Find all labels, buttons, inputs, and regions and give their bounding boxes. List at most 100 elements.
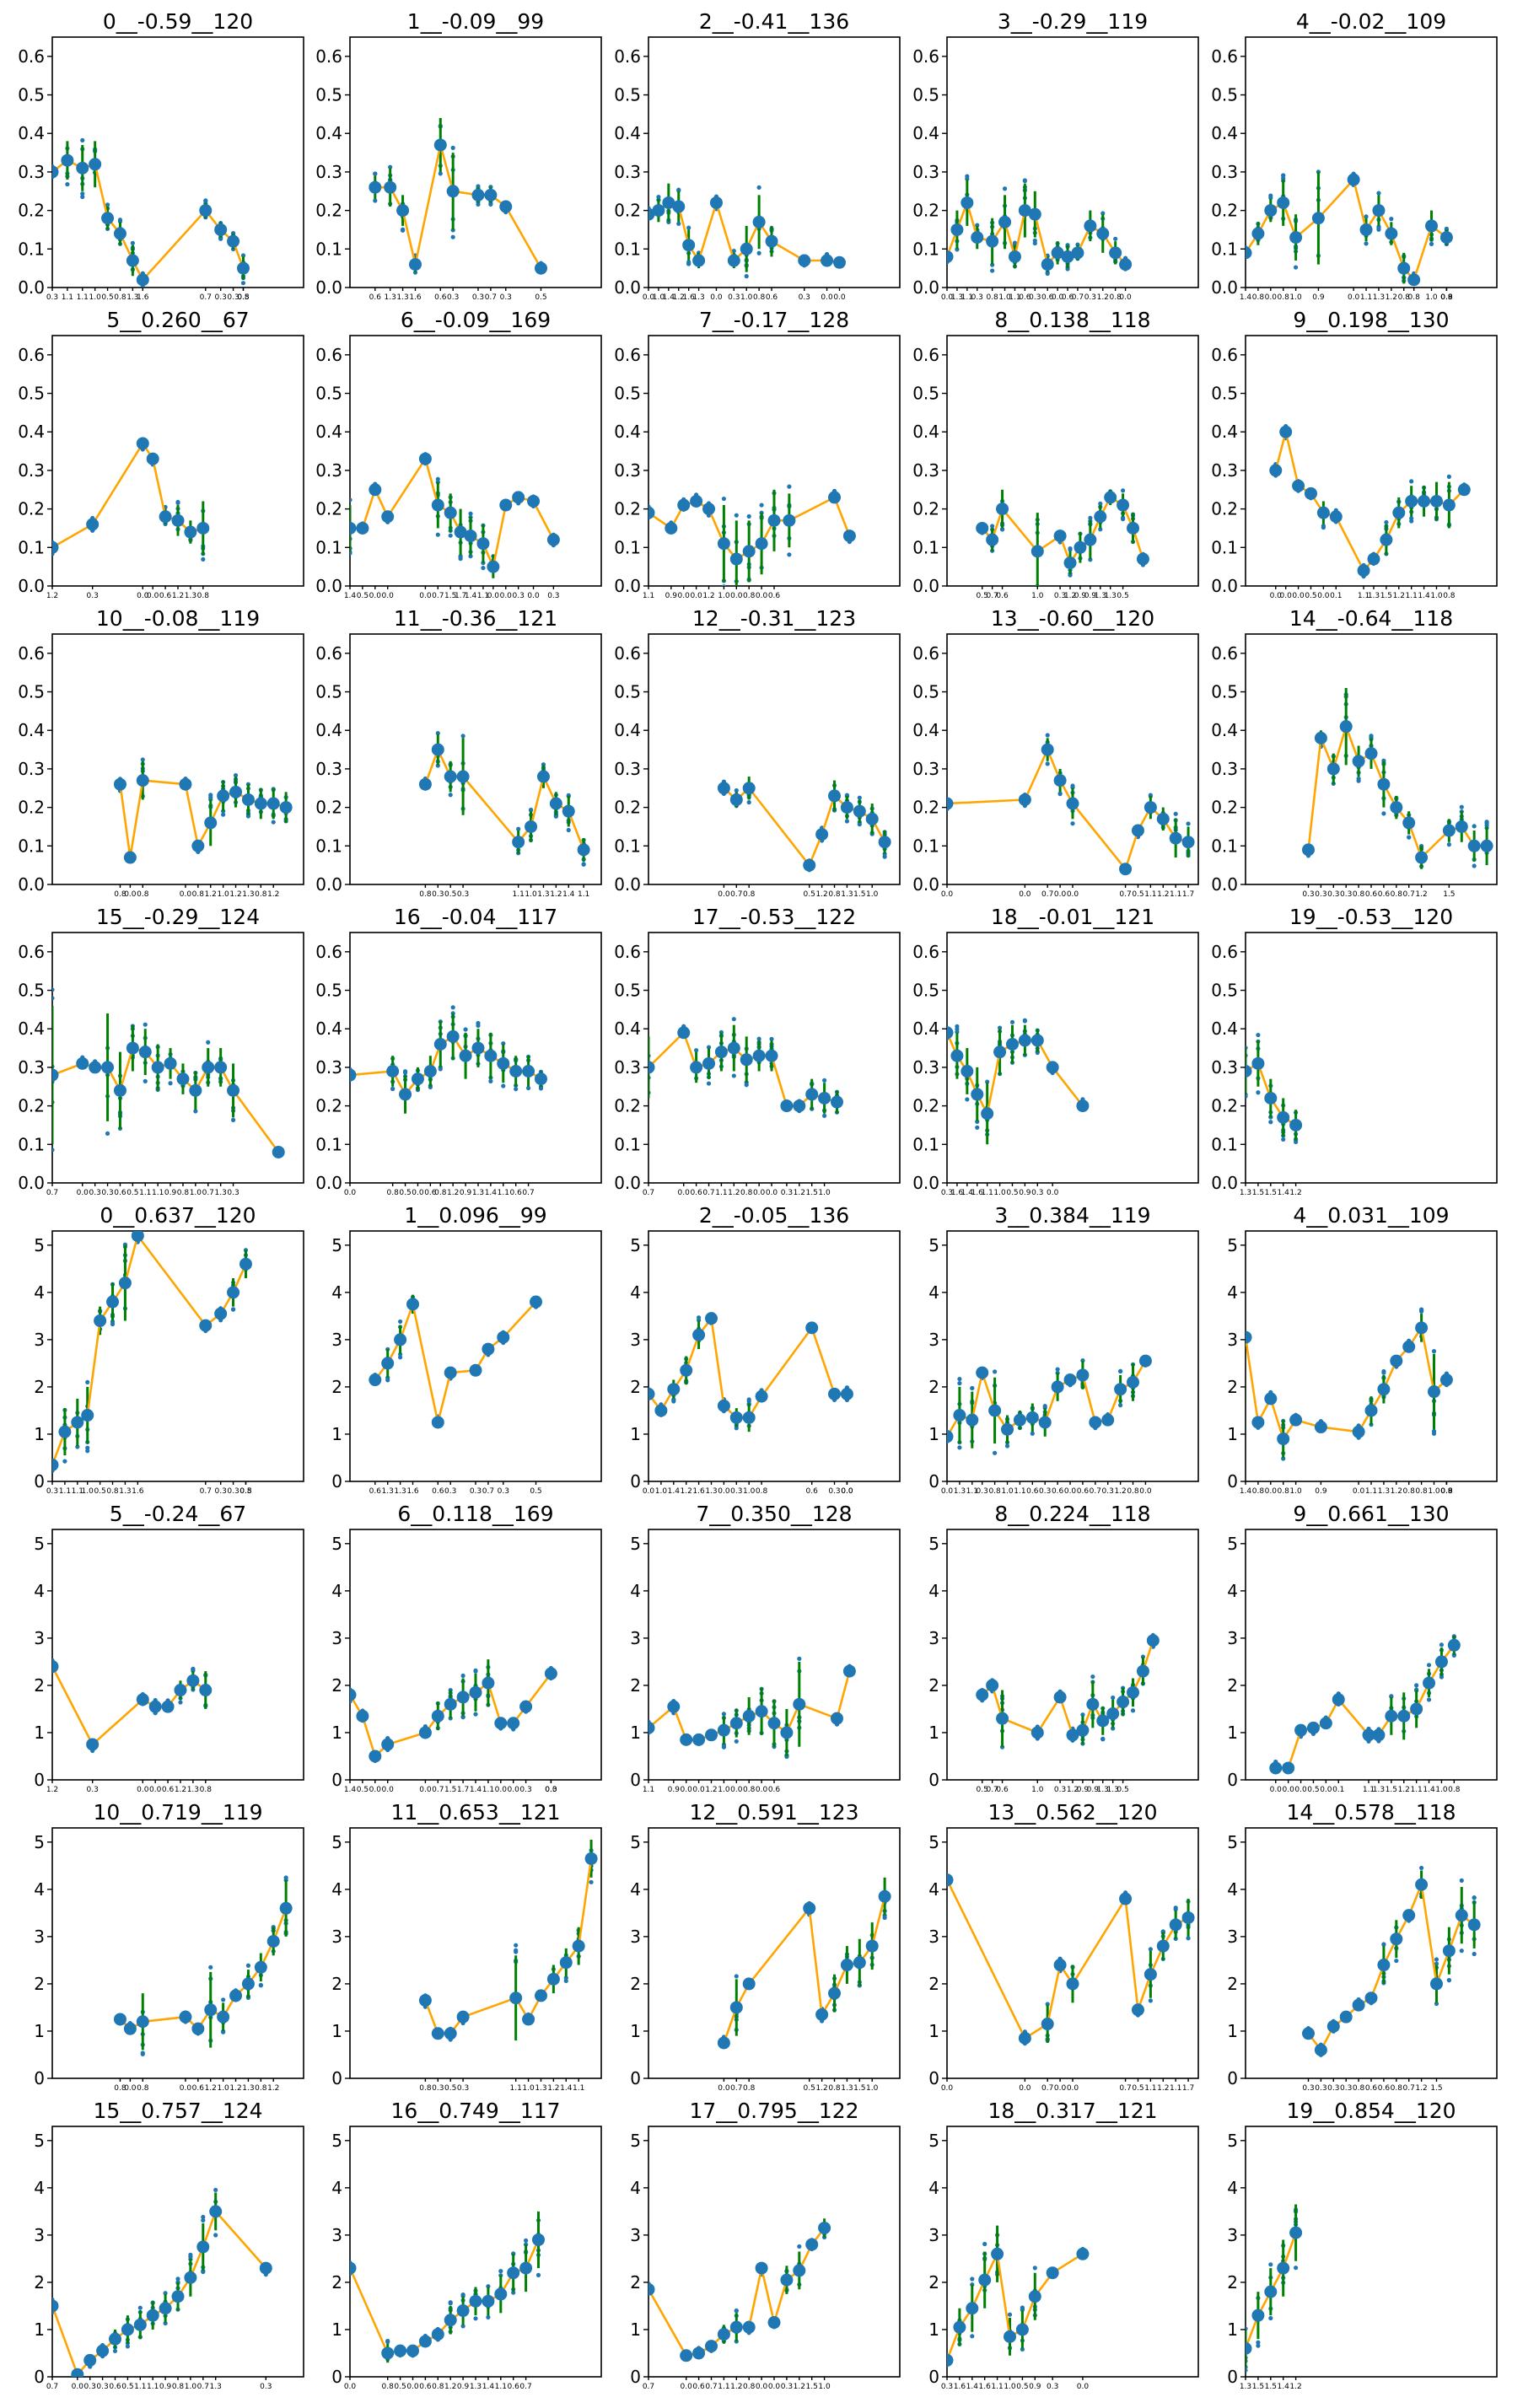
data-point	[444, 1697, 457, 1711]
data-point	[229, 1989, 243, 2002]
data-point	[431, 1416, 444, 1429]
x-tick-label: 0.7	[643, 1189, 654, 1197]
data-point	[126, 254, 139, 267]
sample-dot	[686, 261, 691, 266]
y-tick-label: 0	[1227, 1770, 1238, 1790]
x-tick-label: 0.0	[1280, 592, 1293, 600]
data-point	[369, 483, 382, 497]
sample-dot	[759, 503, 764, 508]
x-tick-label: 1.2	[728, 1189, 740, 1197]
y-tick-label: 0.5	[18, 384, 45, 404]
y-tick-label: 0.1	[18, 836, 45, 856]
sample-dot	[516, 826, 521, 831]
data-point	[534, 1072, 547, 1086]
data-point	[121, 2323, 134, 2336]
axes-frame	[51, 1230, 304, 1482]
plot-area	[947, 1354, 1152, 1455]
x-tick-label: 1.4	[668, 1487, 681, 1496]
x-tick-label: 0.3	[781, 1189, 793, 1197]
y-tick-label: 0.1	[315, 1134, 342, 1154]
y-tick-label: 0	[928, 1471, 939, 1492]
data-point	[702, 1056, 716, 1070]
y-tick-label: 0.3	[315, 1057, 342, 1078]
data-point	[986, 1679, 999, 1692]
data-point	[1415, 851, 1429, 864]
x-tick-label: 0.8	[1252, 1487, 1265, 1496]
y-tick-label: 5	[1227, 1534, 1238, 1554]
x-tick-label: 0.8	[1109, 293, 1122, 302]
y-tick-label: 0.2	[1211, 1096, 1238, 1116]
x-tick-label: 1.1	[72, 1487, 83, 1496]
data-point	[113, 777, 126, 791]
sample-dot	[1148, 1947, 1153, 1952]
sample-dot	[80, 194, 85, 200]
data-point	[677, 1026, 691, 1040]
data-point	[840, 1959, 853, 1972]
y-tick-label: 2	[928, 1974, 939, 1994]
data-point	[179, 777, 192, 791]
x-tick-label: 0.9	[460, 1189, 472, 1197]
y-tick-label: 5	[928, 1534, 939, 1554]
y-tick-label: 0.0	[912, 1173, 939, 1193]
data-point	[1397, 261, 1411, 275]
sample-dot	[1381, 1942, 1386, 1947]
sample-dot	[857, 795, 862, 800]
x-tick-label: 0.3	[1302, 890, 1314, 899]
x-tick-label: 1.2	[1386, 293, 1397, 302]
x-tick-label: 0.0	[419, 592, 432, 600]
x-tick-label: 0.3	[46, 1487, 58, 1496]
data-point	[454, 525, 467, 539]
x-tick-label: 0.3	[728, 293, 740, 302]
data-point	[1146, 1634, 1160, 1647]
data-point	[494, 1717, 508, 1730]
sample-dot	[1381, 811, 1386, 816]
sample-dot	[1090, 1674, 1095, 1680]
x-tick-label: 0.0	[1282, 1786, 1294, 1794]
x-tick-label: 1.2	[1415, 2084, 1427, 2093]
x-tick-label: 1.6	[132, 1487, 144, 1496]
x-tick-label: 1.5	[1252, 1189, 1264, 1197]
data-point	[1289, 1413, 1303, 1427]
sample-dot	[175, 2276, 180, 2282]
sample-dot	[1431, 1428, 1437, 1434]
sample-dot	[1446, 1977, 1451, 1983]
plot-area	[976, 1632, 1160, 1750]
chart-title: 1__0.096__99	[404, 1203, 546, 1228]
y-tick-label: 0.1	[18, 239, 45, 259]
data-point	[1385, 227, 1398, 240]
y-tick-label: 0.2	[18, 798, 45, 818]
data-point	[536, 770, 550, 783]
sample-dot	[240, 253, 246, 258]
x-tick-label: 0.5	[977, 592, 988, 600]
data-point	[1415, 1321, 1429, 1335]
y-tick-label: 0.5	[912, 85, 939, 105]
data-point	[549, 797, 562, 810]
x-tick-label: 1.3	[537, 890, 549, 899]
data-point	[544, 1667, 557, 1680]
sample-dot	[686, 225, 691, 230]
data-point	[993, 1045, 1007, 1059]
y-tick-label: 5	[34, 1534, 45, 1554]
y-tick-label: 0	[928, 2068, 939, 2088]
data-point	[204, 2003, 218, 2017]
sample-dot	[528, 808, 534, 813]
data-point	[755, 1389, 768, 1403]
x-tick-label: 1.2	[1157, 890, 1169, 899]
y-tick-label: 0.6	[614, 345, 641, 365]
data-point	[740, 242, 753, 255]
data-point	[71, 2368, 84, 2377]
sample-dot	[398, 1319, 403, 1325]
y-tick-label: 3	[630, 1330, 641, 1350]
x-tick-label: 0.0	[508, 1786, 520, 1794]
data-point	[1302, 2027, 1315, 2040]
data-point	[386, 1064, 400, 1078]
x-tick-label: 1.0	[743, 1487, 756, 1496]
data-point	[236, 261, 250, 275]
x-tick-label: 1.0	[190, 1189, 202, 1197]
data-point	[279, 801, 293, 814]
y-tick-label: 4	[331, 1879, 342, 1900]
plot-area	[648, 183, 846, 279]
x-tick-label: 0.3	[227, 1189, 239, 1197]
x-tick-label: 0.9	[1087, 1786, 1100, 1794]
sample-dot	[221, 1997, 226, 2002]
